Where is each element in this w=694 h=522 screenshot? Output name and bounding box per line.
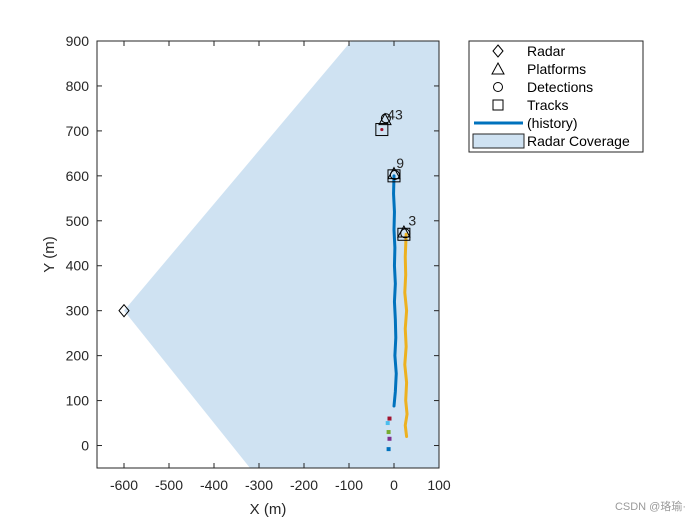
x-tick-label: -100 [335,477,363,493]
track-center-dot [380,127,384,132]
x-tick-label: -400 [200,477,228,493]
y-tick-label: 300 [66,303,90,319]
x-tick-label: -500 [155,477,183,493]
history-line-1 [392,174,398,408]
legend-label-4: Tracks [527,97,568,113]
legend-label-5: (history) [527,115,578,131]
legend-label-3: Detections [527,79,593,95]
detection-dot-2 [385,421,390,426]
y-tick-label: 900 [66,33,90,49]
x-tick-label: 0 [390,477,398,493]
y-tick-label: 700 [66,123,90,139]
x-tick-label: -600 [110,477,138,493]
detection-dot-5 [386,447,391,452]
legend-label-2: Platforms [527,61,586,77]
y-tick-label: 500 [66,213,90,229]
track-label-3: 3 [408,212,416,228]
x-tick-label: 100 [427,477,451,493]
y-tick-label: 0 [81,438,89,454]
legend-platforms-icon [491,61,505,75]
legend-coverage-icon [472,133,525,149]
radar-marker [118,303,130,318]
track-label-2: 9 [396,155,404,171]
axes: -600 -500 -400 -300 -200 -100 0 100 0 100 200 300 40… [41,33,451,518]
x-tick-label: -300 [245,477,273,493]
track-marker-1 [375,123,389,137]
x-tick-label: -200 [290,477,318,493]
legend-tracks-icon [492,99,504,111]
legend: Radar Platforms Detections Tracks (history) R… [468,40,644,153]
detection-dot-3 [386,430,391,435]
track-marker-3 [397,227,411,241]
track-marker-2 [387,169,401,183]
detection-dot-1 [387,416,392,421]
detection-dot-4 [387,436,392,441]
legend-detections-icon [493,82,503,92]
y-tick-label: 800 [66,78,90,94]
legend-radar-icon [492,44,504,58]
legend-label-6: Radar Coverage [527,133,630,149]
plot-area: 43 9 3 [97,41,439,468]
platform-marker-1 [378,112,392,126]
y-axis-label: Y (m) [41,236,58,272]
y-tick-label: 600 [66,168,90,184]
y-tick-label: 200 [66,348,90,364]
y-tick-label: 400 [66,258,90,274]
radar-coverage-area [124,41,439,468]
detection-marker-1 [380,113,391,124]
x-axis-label: X (m) [250,501,287,518]
legend-label-1: Radar [527,43,565,59]
detection-marker-2 [389,169,400,180]
y-tick-label: 100 [66,393,90,409]
watermark: CSDN @珞瑜· [614,501,686,513]
axes-box [96,40,440,469]
history-line-2 [403,232,409,439]
track-label-1: 43 [387,107,403,123]
